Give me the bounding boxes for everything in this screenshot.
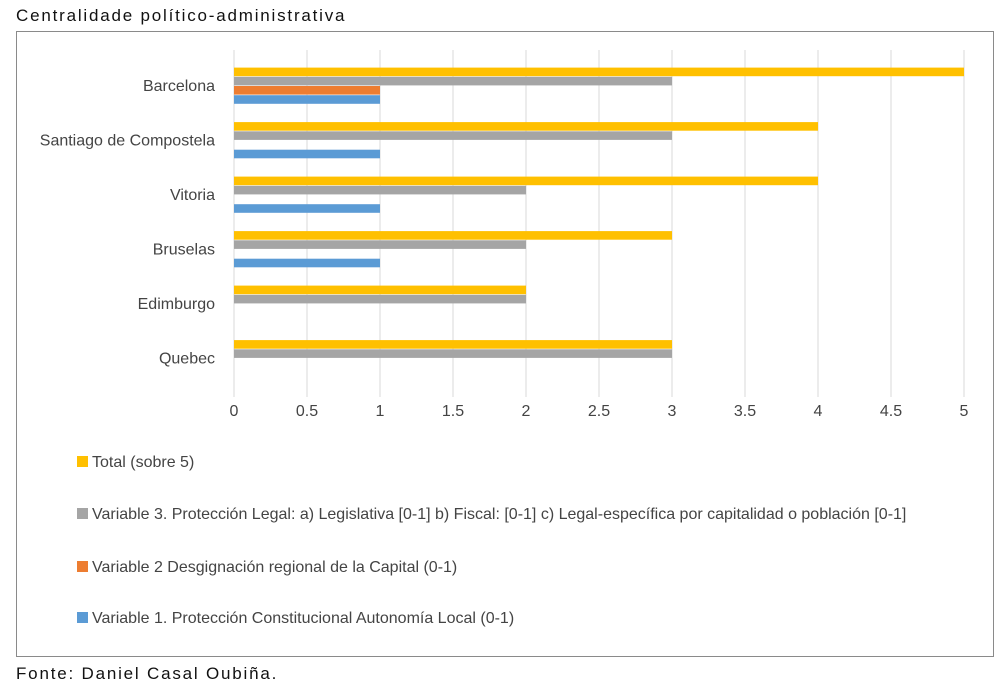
- x-tick-label: 1.5: [442, 403, 464, 420]
- legend-label: Total (sobre 5): [92, 454, 194, 471]
- bar-variable-1: [234, 204, 380, 213]
- category-label: Quebec: [159, 351, 215, 368]
- category-label: Bruselas: [153, 242, 215, 259]
- bar-variable-3: [234, 131, 672, 140]
- legend-label: Variable 1. Protección Constitucional Au…: [92, 610, 514, 627]
- x-tick-label: 4: [814, 403, 823, 420]
- chart-area: 0 0.5 1 1.5 2 2.5 3 3.5 4 4.5 5 Barcelona Santiago d…: [16, 31, 994, 657]
- category-label: Santiago de Compostela: [40, 133, 215, 150]
- legend-swatch: [77, 612, 88, 623]
- bar-variable-3: [234, 240, 526, 249]
- legend-label: Variable 3. Protección Legal: a) Legisla…: [92, 506, 906, 523]
- x-tick-label: 3.5: [734, 403, 756, 420]
- x-tick-label: 0.5: [296, 403, 318, 420]
- x-tick-label: 1: [376, 403, 385, 420]
- bar-variable-3: [234, 294, 526, 304]
- figure-source: Fonte: Daniel Casal Oubiña.: [16, 664, 279, 683]
- bar-variable-3: [234, 349, 672, 358]
- legend-label: Variable 2 Desgignación regional de la C…: [92, 559, 457, 576]
- bar-variable-1: [234, 95, 380, 104]
- x-tick-label: 5: [960, 403, 969, 420]
- x-tick-label: 2: [522, 403, 531, 420]
- x-tick-label: 2.5: [588, 403, 610, 420]
- bar-total: [234, 122, 818, 131]
- legend-swatch: [77, 561, 88, 572]
- category-label: Barcelona: [143, 78, 215, 95]
- bar-variable-3: [234, 76, 672, 86]
- x-tick-label: 0: [230, 403, 239, 420]
- legend-swatch: [77, 456, 88, 467]
- bar-variable-3: [234, 185, 526, 195]
- x-tick-label: 4.5: [880, 403, 902, 420]
- bar-chart: 0 0.5 1 1.5 2 2.5 3 3.5 4 4.5 5 Barcelona Santiago d…: [40, 50, 969, 627]
- bar-total: [234, 285, 526, 295]
- bar-variable-1: [234, 149, 380, 159]
- bar-total: [234, 340, 672, 349]
- bar-total: [234, 231, 672, 240]
- figure-title: Centralidade político-administrativa: [16, 6, 347, 25]
- x-tick-label: 3: [668, 403, 677, 420]
- bar-variable-1: [234, 258, 380, 268]
- category-label: Vitoria: [170, 187, 215, 204]
- legend-swatch: [77, 508, 88, 519]
- category-label: Edimburgo: [138, 296, 215, 313]
- bar-total: [234, 176, 818, 186]
- bar-variable-2: [234, 86, 380, 95]
- bar-total: [234, 67, 964, 77]
